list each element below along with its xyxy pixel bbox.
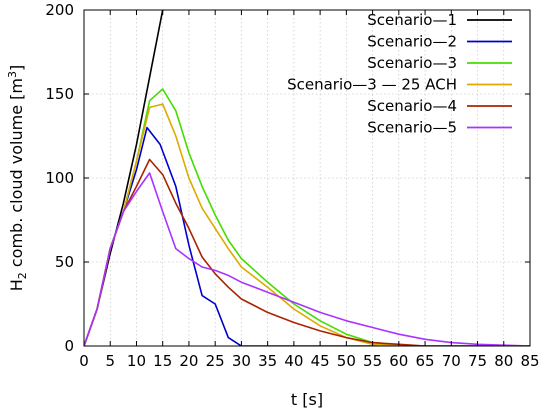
x-tick-label: 80 <box>494 352 513 370</box>
y-tick-label: 150 <box>45 85 74 103</box>
series-line-5 <box>84 158 530 346</box>
y-axis-label-sub: 2 <box>16 272 29 279</box>
axis-ticks: 0 5 10 15 20 25 30 35 40 45 50 55 60 65 70 75 80 85050100… <box>45 1 539 370</box>
grid <box>84 10 530 346</box>
legend-label: Scenario—3 <box>367 54 457 72</box>
x-tick-label: 50 <box>337 352 356 370</box>
series-line-4 <box>84 103 530 346</box>
y-axis-label-middle: comb. cloud volume [m <box>7 78 26 272</box>
x-tick-label: 40 <box>284 352 303 370</box>
x-tick-label: 5 <box>105 352 115 370</box>
x-tick-label: 30 <box>232 352 251 370</box>
x-tick-label: 70 <box>442 352 461 370</box>
x-axis-label: t [s] <box>291 390 323 409</box>
y-tick-label: 200 <box>45 1 74 19</box>
legend-label: Scenario—1 <box>367 11 457 29</box>
x-tick-label: 20 <box>179 352 198 370</box>
x-tick-label: 0 <box>79 352 89 370</box>
x-tick-label: 85 <box>520 352 539 370</box>
legend-label: Scenario—3 — 25 ACH <box>287 76 457 94</box>
x-tick-label: 15 <box>153 352 172 370</box>
x-tick-label: 25 <box>206 352 225 370</box>
legend-item: Scenario—4 <box>367 97 512 115</box>
x-tick-label: 55 <box>363 352 382 370</box>
x-tick-label: 35 <box>258 352 277 370</box>
legend-label: Scenario—4 <box>367 97 457 115</box>
series-line-6 <box>84 172 530 346</box>
y-axis-label-prefix: H <box>7 279 26 291</box>
x-tick-label: 65 <box>416 352 435 370</box>
y-axis-label-sup: 3 <box>6 71 19 78</box>
x-tick-label: 10 <box>127 352 146 370</box>
x-tick-label: 75 <box>468 352 487 370</box>
series-lines <box>84 10 530 346</box>
legend-item: Scenario—3 <box>367 54 512 72</box>
y-axis-label-suffix: ] <box>7 65 26 71</box>
y-axis-label: H2 comb. cloud volume [m3] <box>6 65 29 291</box>
y-tick-label: 50 <box>55 253 74 271</box>
legend-item: Scenario—2 <box>367 33 512 51</box>
legend-label: Scenario—2 <box>367 33 457 51</box>
legend: Scenario—1 Scenario—2 Scenario—3 Scenario—3… <box>287 11 512 137</box>
legend-label: Scenario—5 <box>367 119 457 137</box>
y-tick-label: 0 <box>64 337 74 355</box>
x-tick-label: 45 <box>311 352 330 370</box>
legend-item: Scenario—3 — 25 ACH <box>287 76 512 94</box>
legend-item: Scenario—5 <box>367 119 512 137</box>
x-tick-label: 60 <box>389 352 408 370</box>
legend-item: Scenario—1 <box>367 11 512 29</box>
y-tick-label: 100 <box>45 169 74 187</box>
